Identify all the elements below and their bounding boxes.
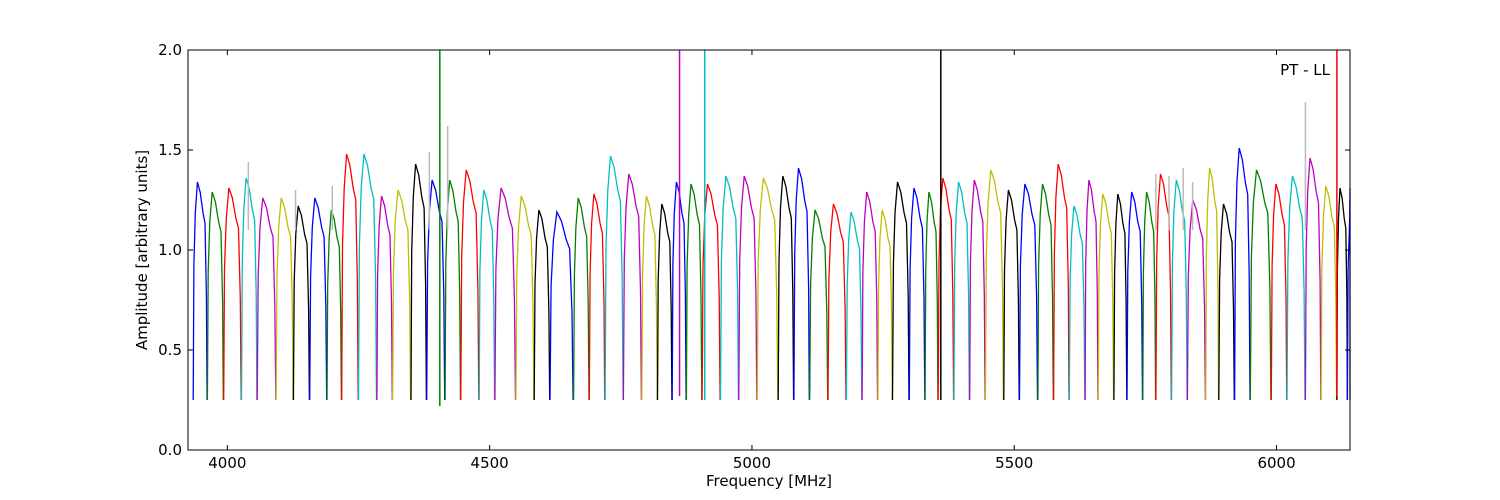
channel-line [656,203,673,401]
channel-line [572,197,590,401]
channel-line [1097,193,1115,401]
channel-line [410,163,428,401]
channel-line [777,175,795,401]
x-tick-label: 6000 [1257,454,1295,472]
x-tick-label: 5500 [995,454,1033,472]
channel-line [357,153,378,401]
x-tick-label: 5000 [733,454,771,472]
channel-line [701,183,721,401]
channel-line [494,187,517,401]
channel-line [937,177,955,401]
channel-line [622,173,643,401]
channel-line [1126,191,1144,401]
y-tick-label: 1.0 [158,241,182,259]
channel-line [292,205,311,401]
x-axis-label: Frequency [MHz] [706,472,832,490]
channel-line [478,189,496,401]
y-tick-label: 0.5 [158,341,182,359]
y-tick-label: 0.0 [158,441,182,459]
channel-line [877,209,893,401]
channel-line [969,179,986,401]
channel-line [1186,199,1207,401]
channel-line [192,181,208,401]
channel-line [460,169,480,401]
ticks-layer: 4000 4500 5000 5500 6000 0.0 0.5 1.0 1.5 2.0 [158,41,1350,472]
series-layer [192,50,1351,406]
channel-line [426,179,446,401]
channel-line [685,183,703,401]
channel-line [1068,205,1086,401]
x-tick-label: 4000 [208,454,246,472]
channel-line [240,177,258,401]
channel-line [1170,179,1188,401]
channel-line [223,187,242,401]
channel-line [604,155,624,401]
channel-line [256,197,277,401]
channel-line [1304,157,1322,401]
channel-line [1052,163,1070,401]
channel-line [1205,167,1220,401]
channel-line [549,209,574,401]
channel-line [1336,187,1349,401]
y-tick-label: 2.0 [158,41,182,59]
channel-line [984,169,1005,401]
channel-line [1270,183,1288,401]
channel-line [641,195,658,401]
channel-line [861,191,879,401]
channel-line [845,211,863,401]
channel-line [756,177,779,401]
y-axis-label: Amplitude [arbitrary units] [133,150,151,350]
channel-line [719,175,740,401]
channel-line [341,153,359,401]
channel-line [326,209,343,401]
channel-line [206,191,224,401]
channel-line [738,175,758,401]
channel-line [793,167,810,401]
channel-line [588,193,606,401]
channel-line [809,209,829,401]
channel-line [533,209,551,401]
channel-line [1084,179,1099,401]
channel-line [891,181,910,401]
channel-line [1142,191,1157,401]
channel-line [515,195,535,401]
channel-line [1113,193,1128,401]
channel-line [1155,173,1172,401]
channel-line [1286,175,1306,401]
chart-annotation: PT - LL [1280,61,1331,79]
channel-line [908,187,926,401]
channel-line [1320,185,1338,401]
channel-line [1233,147,1251,401]
channel-line [1218,203,1235,401]
channel-line [1018,183,1039,401]
channel-line [309,197,328,401]
x-tick-label: 4500 [471,454,509,472]
channel-line [1037,183,1054,401]
channel-line [1003,189,1020,401]
channel-line [275,197,294,401]
channel-line [376,195,393,401]
channel-line [1249,169,1272,401]
y-tick-label: 1.5 [158,141,182,159]
plot-frame [187,49,1351,451]
channel-line [953,181,970,401]
channel-line [444,179,462,401]
channel-line [391,189,412,401]
channel-line [924,191,939,401]
channel-line [827,203,847,401]
